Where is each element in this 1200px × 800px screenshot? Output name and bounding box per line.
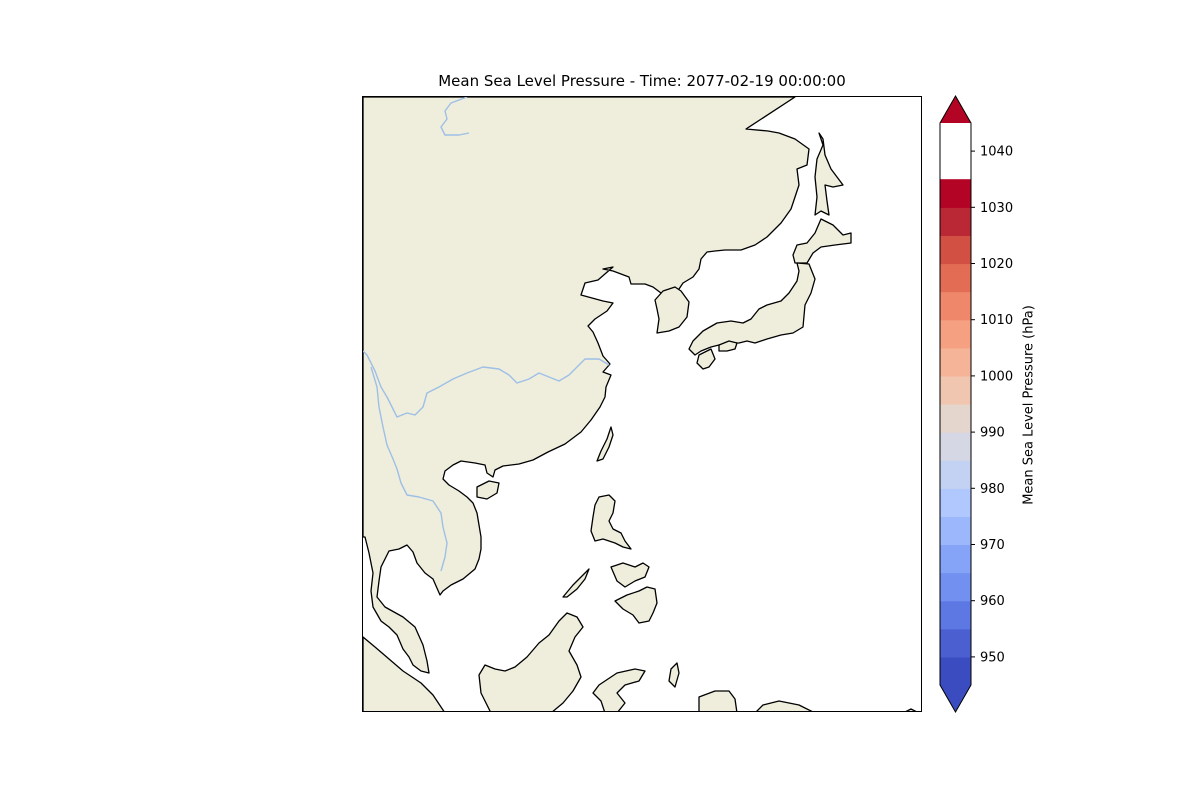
colorbar-swatch xyxy=(940,319,971,349)
map-title: Mean Sea Level Pressure - Time: 2077-02-… xyxy=(438,72,846,90)
colorbar-swatch xyxy=(940,628,971,658)
colorbar-ticks: 950 960 970 980 990 1000 1010 1020 1030 1040 xyxy=(971,145,1013,665)
landmass-korea xyxy=(654,286,690,334)
colorbar-tick-label: 950 xyxy=(980,650,1005,665)
colorbar-swatch xyxy=(940,544,971,574)
colorbar-swatch xyxy=(940,516,971,546)
colorbar-extend-max-triangle xyxy=(940,96,971,123)
river-amur xyxy=(440,97,470,136)
rivers xyxy=(363,97,610,572)
colorbar-swatch xyxy=(940,572,971,602)
colorbar-tick-label: 1040 xyxy=(980,145,1013,160)
colorbar-swatch xyxy=(940,432,971,461)
landmasses xyxy=(363,97,917,711)
colorbar-tick-label: 970 xyxy=(980,538,1005,553)
colorbar-label: Mean Sea Level Pressure (hPa) xyxy=(1021,305,1037,505)
landmass-east-island xyxy=(756,700,813,711)
colorbar-swatch xyxy=(940,488,971,517)
colorbar-swatch xyxy=(940,263,971,293)
colorbar-outline xyxy=(939,94,972,714)
landmass-visayas xyxy=(610,562,650,588)
landmass-sakhalin xyxy=(814,132,844,216)
landmass-honshu xyxy=(688,262,816,356)
colorbar-swatch xyxy=(940,656,971,686)
river-yangtze xyxy=(363,350,610,418)
colorbar-tick-label: 1020 xyxy=(980,257,1013,272)
colorbar-svg: 950 960 970 980 990 1000 1010 1020 1030 1040 xyxy=(939,94,1013,714)
colorbar-swatch xyxy=(940,347,971,377)
landmass-luzon xyxy=(590,494,632,550)
colorbar-swatches xyxy=(940,179,971,686)
colorbar-swatch xyxy=(940,291,971,321)
landmass-borneo xyxy=(478,612,584,711)
landmass-sumatra xyxy=(363,636,445,711)
landmass-hokkaido xyxy=(792,218,852,264)
landmass-palawan xyxy=(562,568,590,598)
colorbar-swatch xyxy=(940,179,971,208)
colorbar-swatch xyxy=(940,207,971,236)
map-panel[interactable] xyxy=(362,96,922,712)
colorbar: 950 960 970 980 990 1000 1010 1020 1030 1040 xyxy=(930,90,1070,720)
colorbar-swatch xyxy=(940,235,971,265)
colorbar-tick-label: 1010 xyxy=(980,313,1013,328)
landmass-taiwan xyxy=(596,426,614,462)
colorbar-swatch xyxy=(940,460,971,489)
map-svg xyxy=(363,97,917,711)
colorbar-swatch xyxy=(940,404,971,433)
colorbar-swatch xyxy=(940,375,971,405)
colorbar-tick-label: 1030 xyxy=(980,201,1013,216)
colorbar-tick-label: 980 xyxy=(980,482,1005,497)
landmass-sulawesi xyxy=(592,668,646,711)
colorbar-swatch xyxy=(940,600,971,630)
colorbar-tick-label: 990 xyxy=(980,426,1005,441)
landmass-new-guinea xyxy=(698,690,738,711)
colorbar-extend-min-triangle xyxy=(940,685,971,712)
landmass-shikoku xyxy=(718,340,738,352)
landmass-hainan xyxy=(476,480,500,500)
landmass-mindanao xyxy=(614,586,658,624)
landmass-kyushu xyxy=(696,348,716,370)
river-mekong xyxy=(370,366,448,572)
landmass-asia xyxy=(363,97,810,674)
landmass-corner-island xyxy=(905,708,917,711)
colorbar-tick-label: 1000 xyxy=(980,369,1013,384)
colorbar-tick-label: 960 xyxy=(980,594,1005,609)
landmass-halmahera xyxy=(668,662,680,688)
